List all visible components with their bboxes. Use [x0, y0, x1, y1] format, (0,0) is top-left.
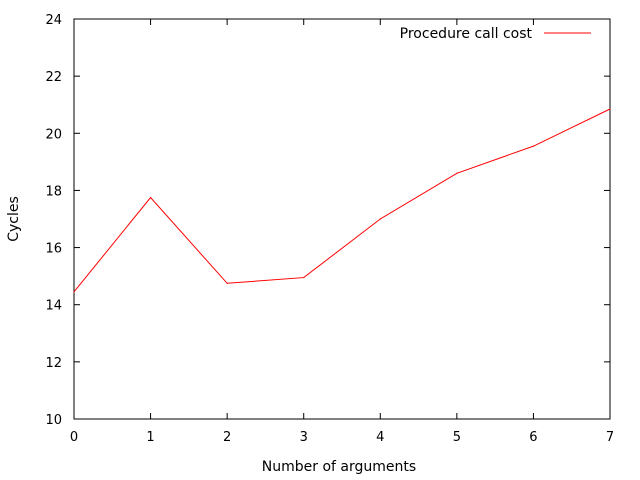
x-tick-label: 7 [606, 430, 614, 445]
y-tick-label: 14 [45, 299, 62, 314]
x-tick-label: 3 [300, 430, 308, 445]
x-tick-label: 2 [223, 430, 231, 445]
plot-frame [73, 18, 611, 420]
data-point [532, 145, 535, 147]
y-tick-label: 18 [45, 184, 62, 199]
x-tick-label: 6 [529, 430, 537, 445]
y-tick-label: 10 [45, 413, 62, 428]
data-point [456, 172, 458, 174]
y-tick-label: 22 [45, 70, 62, 85]
x-tick-label: 4 [376, 430, 384, 445]
y-tick-label: 24 [45, 13, 62, 28]
data-point [303, 276, 305, 279]
y-axis-label: Cycles [6, 196, 22, 242]
legend: Procedure call cost [400, 26, 591, 42]
x-tick-label: 0 [70, 430, 78, 445]
x-tick-label: 5 [453, 430, 461, 445]
axis-ticks [73, 18, 611, 420]
data-point [609, 108, 611, 110]
data-point [149, 196, 152, 199]
x-axis-label: Number of arguments [262, 459, 416, 475]
data-point [379, 218, 381, 220]
y-tick-label: 12 [45, 356, 62, 371]
data-point [226, 282, 228, 284]
y-tick-label: 20 [45, 127, 62, 142]
y-tick-label: 16 [45, 242, 62, 257]
legend-label: Procedure call cost [400, 26, 533, 42]
x-tick-label: 1 [146, 430, 154, 445]
series-line [73, 108, 611, 293]
data-point [73, 291, 75, 293]
series-group [73, 108, 611, 293]
